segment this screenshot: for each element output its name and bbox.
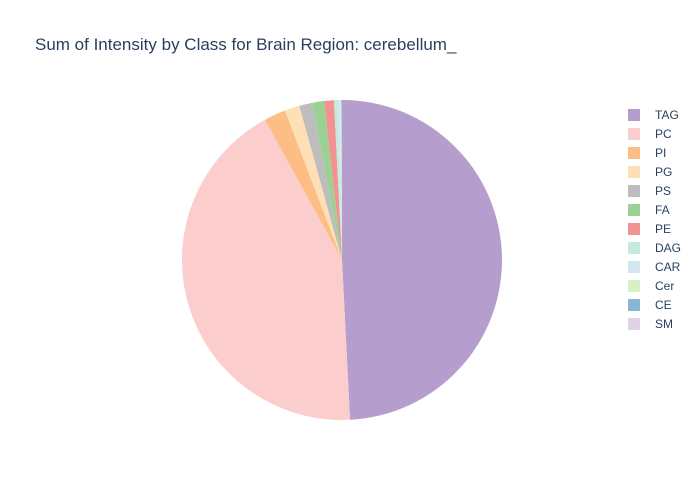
legend-item-fa[interactable]: FA	[628, 200, 700, 219]
pie-slice-fa[interactable]	[312, 101, 342, 261]
pie-slice-pi[interactable]	[264, 110, 342, 260]
legend-item-pc[interactable]: PC	[628, 124, 700, 143]
legend-swatch	[628, 222, 640, 235]
legend-label: PE	[655, 221, 672, 236]
pie-slice-car[interactable]	[337, 100, 342, 260]
legend-label: FA	[655, 202, 670, 217]
legend-label: CAR	[655, 259, 681, 274]
legend-swatch	[628, 317, 640, 330]
legend-swatch	[628, 298, 640, 311]
legend-item-pg[interactable]: PG	[628, 162, 700, 181]
pie-slice-dag[interactable]	[333, 100, 342, 260]
pie-slice-pe[interactable]	[323, 100, 342, 260]
legend-label: PS	[655, 183, 672, 198]
legend-label: SM	[655, 316, 673, 331]
pie-slices	[181, 100, 503, 421]
legend-swatch	[628, 279, 640, 292]
pie-slice-pc[interactable]	[181, 119, 351, 421]
legend-swatch	[628, 203, 640, 216]
legend-swatch	[628, 127, 640, 140]
pie-slice-tag[interactable]	[342, 100, 503, 420]
legend-item-cer[interactable]: Cer	[628, 276, 700, 295]
legend-item-pe[interactable]: PE	[628, 219, 700, 238]
legend-swatch	[628, 108, 640, 121]
legend-label: CE	[655, 297, 672, 312]
legend-label: PI	[655, 145, 667, 160]
pie-slice-sm[interactable]	[341, 100, 342, 260]
legend-label: Cer	[655, 278, 675, 293]
legend-item-dag[interactable]: DAG	[628, 238, 700, 257]
legend-swatch	[628, 260, 640, 273]
pie-slice-cer[interactable]	[339, 100, 342, 260]
legend-label: DAG	[655, 240, 682, 255]
pie-slice-ce[interactable]	[340, 100, 342, 260]
pie-slice-pg[interactable]	[284, 105, 342, 260]
legend-item-sm[interactable]: SM	[628, 314, 700, 333]
legend-label: TAG	[655, 107, 679, 122]
legend-swatch	[628, 184, 640, 197]
legend-swatch	[628, 165, 640, 178]
legend-label: PG	[655, 164, 673, 179]
legend-label: PC	[655, 126, 672, 141]
legend-item-ps[interactable]: PS	[628, 181, 700, 200]
legend-item-pi[interactable]: PI	[628, 143, 700, 162]
legend-item-car[interactable]: CAR	[628, 257, 700, 276]
legend-swatch	[628, 241, 640, 254]
legend: TAG PC PI PG PS FA PE DAG CAR Cer CE SM	[628, 105, 700, 333]
legend-item-ce[interactable]: CE	[628, 295, 700, 314]
chart-title: Sum of Intensity by Class for Brain Regi…	[35, 35, 457, 54]
legend-item-tag[interactable]: TAG	[628, 105, 700, 124]
pie-slice-ps[interactable]	[299, 102, 342, 260]
legend-swatch	[628, 146, 640, 159]
